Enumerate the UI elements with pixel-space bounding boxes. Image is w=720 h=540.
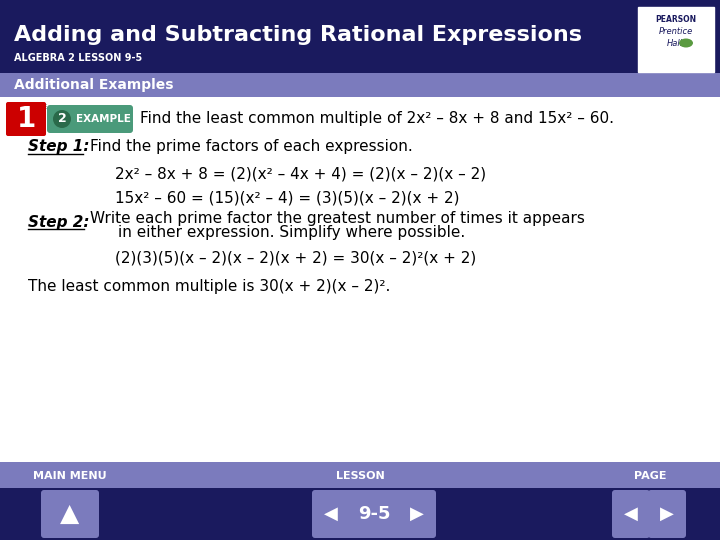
Text: Step 2:: Step 2: <box>28 214 89 230</box>
Text: 2x² – 8x + 8 = (2)(x² – 4x + 4) = (2)(x – 2)(x – 2): 2x² – 8x + 8 = (2)(x² – 4x + 4) = (2)(x … <box>115 166 486 181</box>
Text: ◀: ◀ <box>324 505 338 523</box>
FancyBboxPatch shape <box>0 488 720 540</box>
FancyBboxPatch shape <box>0 0 720 75</box>
Text: Find the least common multiple of 2x² – 8x + 8 and 15x² – 60.: Find the least common multiple of 2x² – … <box>140 111 614 126</box>
FancyBboxPatch shape <box>638 7 714 72</box>
Text: Find the prime factors of each expression.: Find the prime factors of each expressio… <box>90 139 413 154</box>
FancyBboxPatch shape <box>312 490 350 538</box>
FancyBboxPatch shape <box>612 490 650 538</box>
Text: MAIN MENU: MAIN MENU <box>33 471 107 481</box>
Text: ◀: ◀ <box>624 505 638 523</box>
FancyBboxPatch shape <box>0 462 720 490</box>
Circle shape <box>53 110 71 128</box>
Ellipse shape <box>679 38 693 48</box>
Text: 15x² – 60 = (15)(x² – 4) = (3)(5)(x – 2)(x + 2): 15x² – 60 = (15)(x² – 4) = (3)(5)(x – 2)… <box>115 191 459 206</box>
FancyBboxPatch shape <box>47 105 133 133</box>
Text: 1: 1 <box>17 105 35 133</box>
Text: The least common multiple is 30(x + 2)(x – 2)².: The least common multiple is 30(x + 2)(x… <box>28 280 390 294</box>
Text: ALGEBRA 2 LESSON 9-5: ALGEBRA 2 LESSON 9-5 <box>14 53 143 63</box>
Text: Additional Examples: Additional Examples <box>14 78 174 92</box>
Text: Hall.: Hall. <box>667 39 685 48</box>
FancyBboxPatch shape <box>344 490 404 538</box>
FancyBboxPatch shape <box>41 490 99 538</box>
Text: ▶: ▶ <box>660 505 674 523</box>
Text: Step 1:: Step 1: <box>28 139 89 154</box>
Text: LESSON: LESSON <box>336 471 384 481</box>
Text: OBJECTIVE: OBJECTIVE <box>12 104 48 110</box>
Text: Write each prime factor the greatest number of times it appears: Write each prime factor the greatest num… <box>90 211 585 226</box>
Text: 2: 2 <box>58 112 66 125</box>
FancyBboxPatch shape <box>0 73 720 97</box>
Text: Adding and Subtracting Rational Expressions: Adding and Subtracting Rational Expressi… <box>14 25 582 45</box>
Text: Prentice: Prentice <box>659 27 693 36</box>
Text: (2)(3)(5)(x – 2)(x – 2)(x + 2) = 30(x – 2)²(x + 2): (2)(3)(5)(x – 2)(x – 2)(x + 2) = 30(x – … <box>115 251 476 266</box>
FancyBboxPatch shape <box>398 490 436 538</box>
Text: EXAMPLE: EXAMPLE <box>76 114 130 124</box>
Text: ▲: ▲ <box>60 502 80 526</box>
FancyBboxPatch shape <box>648 490 686 538</box>
Text: PEARSON: PEARSON <box>655 15 696 24</box>
Text: ▶: ▶ <box>410 505 424 523</box>
Text: in either expression. Simplify where possible.: in either expression. Simplify where pos… <box>118 225 465 240</box>
Text: 9-5: 9-5 <box>358 505 390 523</box>
FancyBboxPatch shape <box>6 102 46 136</box>
Text: PAGE: PAGE <box>634 471 666 481</box>
